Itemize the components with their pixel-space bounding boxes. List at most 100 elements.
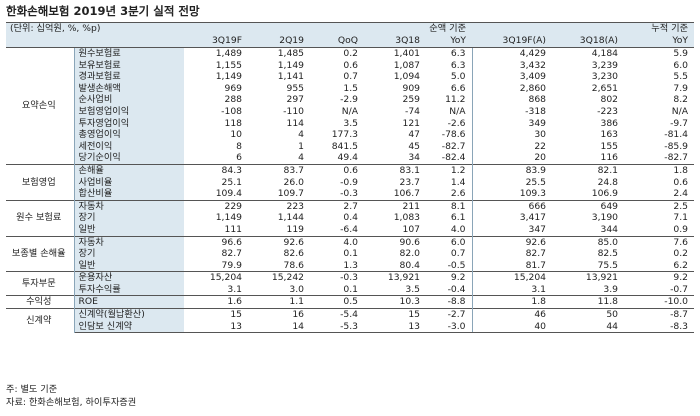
row-label: 장기 <box>74 212 185 224</box>
cell-value: 2.4 <box>673 188 689 200</box>
cell-value: 1.8 <box>471 295 553 309</box>
row-label: 총영업이익 <box>74 129 185 141</box>
section-label: 투자부문 <box>6 271 75 296</box>
cell-value: N/A <box>671 105 689 117</box>
cell-value: 155 <box>600 140 619 152</box>
cell-value: 955 <box>286 82 305 94</box>
cell-value: 3,190 <box>591 212 619 224</box>
cell-value: 13,921 <box>364 271 427 284</box>
cell-value: N/A <box>449 105 466 117</box>
cell-value: 10 <box>230 129 243 141</box>
cell-value: 0.6 <box>673 176 689 188</box>
cell-value: 0.1 <box>343 283 359 295</box>
cell-value: 83.7 <box>248 163 311 177</box>
cell-value: 3.5 <box>343 117 359 129</box>
cell-value: 3,230 <box>591 71 619 83</box>
row-label: 경과보험료 <box>74 71 185 83</box>
cell-value: 82.6 <box>283 248 305 260</box>
cell-value: 1.6 <box>184 295 249 309</box>
cell-value: 1.2 <box>426 163 473 177</box>
cell-value: 4.0 <box>310 235 365 249</box>
cell-value: 13 <box>184 320 249 334</box>
footnote: 주: 별도 기준 <box>6 384 58 395</box>
cell-value: 3.1 <box>227 283 243 295</box>
cell-value: 0.2 <box>673 248 689 260</box>
cell-value: 868 <box>471 94 553 106</box>
cell-value: 3,409 <box>471 71 553 83</box>
cell-value: 109.3 <box>471 188 553 201</box>
cell-value: -318 <box>471 105 553 118</box>
cell-value: 20 <box>471 152 553 165</box>
row-label: 인담보 신계약 <box>74 320 185 334</box>
cell-value: -9.7 <box>670 117 689 129</box>
cell-value: -108 <box>221 105 243 117</box>
row-label: 투자수익률 <box>74 283 185 296</box>
cell-value: 211 <box>364 199 427 213</box>
cell-value: -10.0 <box>624 295 695 309</box>
row-label: 신계약(월납환산) <box>74 308 185 321</box>
table-row: 사업비율 25.1 26.0 -0.9 23.7 1.4 25.5 24.8 0.6 <box>6 176 694 189</box>
cell-value: 3.0 <box>289 283 305 295</box>
cell-value: 6.1 <box>450 212 466 224</box>
section-label: 보종별 손해율 <box>6 235 75 272</box>
cell-value: 386 <box>600 117 619 129</box>
cell-value: 841.5 <box>331 140 359 152</box>
header-column-row: 3Q19F 2Q19 QoQ 3Q18 YoY 3Q19F(A) 3Q18(A)… <box>6 35 695 48</box>
cell-value: 25.5 <box>471 176 553 189</box>
row-label: 장기 <box>74 248 185 260</box>
row-label: 발생손해액 <box>74 82 185 95</box>
cell-value: 45 <box>408 140 421 152</box>
row-label: 당기순이익 <box>74 152 185 165</box>
cell-value: N/A <box>341 105 359 117</box>
cell-value: 9.2 <box>624 271 695 284</box>
cell-value: 107 <box>402 223 421 235</box>
cell-value: -0.3 <box>310 271 365 284</box>
cell-value: -5.3 <box>310 320 365 334</box>
cell-value: 90.6 <box>364 235 427 249</box>
cell-value: -81.4 <box>664 129 689 141</box>
cell-value: 50 <box>552 308 625 321</box>
cell-value: -82.7 <box>441 140 466 152</box>
cell-value: 30 <box>471 129 553 141</box>
table-row: 수익성 ROE 1.6 1.1 0.5 10.3 -8.8 1.8 11.8 -10.0 <box>6 295 695 309</box>
cell-value: 0.6 <box>310 163 365 177</box>
column-header: 3Q18 <box>364 35 427 48</box>
row-label: 순사업비 <box>74 94 185 106</box>
table-body: 요약손익 원수보험료 1,489 1,485 0.2 1,401 6.3 4,429 4,184… <box>6 46 695 334</box>
cell-value: -0.3 <box>340 188 359 200</box>
table-row: 경과보험료 1,149 1,141 0.7 1,094 5.0 3,409 3,230 5.5 <box>6 71 694 83</box>
cell-value: 106.9 <box>591 188 619 200</box>
cell-value: 6 <box>236 152 243 164</box>
cell-value: 6.0 <box>426 235 473 249</box>
cell-value: 0.9 <box>673 223 689 235</box>
cell-value: -8.3 <box>624 320 695 334</box>
cell-value: 16 <box>248 308 311 321</box>
cell-value: 4,184 <box>552 46 625 60</box>
cell-value: 1,087 <box>393 59 421 71</box>
cell-value: 229 <box>184 199 249 213</box>
table-row: 투자영업이익 118 114 3.5 121 -2.6 349 386 -9.7 <box>6 117 694 130</box>
cell-value: 13,921 <box>552 271 625 284</box>
column-header: YoY <box>426 35 473 48</box>
cell-value: 11.8 <box>552 295 625 309</box>
table-row: 요약손익 원수보험료 1,489 1,485 0.2 1,401 6.3 4,429 4,184… <box>6 46 695 165</box>
cell-value: 1,144 <box>277 212 305 224</box>
cell-value: 288 <box>224 94 243 106</box>
cell-value: 3,432 <box>471 59 553 72</box>
cell-value: 3.9 <box>603 283 619 295</box>
cell-value: 106.7 <box>393 188 421 200</box>
row-label: 손해율 <box>74 163 185 177</box>
table-row: 원수 보험료 자동차 229 223 2.7 211 8.1 666 649 2.5 <box>6 199 695 236</box>
table-row: 투자부문 운용자산 15,204 15,242 -0.3 13,921 9.2 15,204 1… <box>6 271 695 296</box>
cell-value: -2.6 <box>447 117 466 129</box>
row-label: 사업비율 <box>74 176 185 189</box>
table-row: 세전이익 8 1 841.5 45 -82.7 22 155 -85.9 <box>6 140 694 153</box>
cell-value: 0.4 <box>343 212 359 224</box>
cell-value: -82.7 <box>664 152 689 164</box>
cell-value: -0.4 <box>447 283 466 295</box>
cell-value: 6.0 <box>673 59 689 71</box>
cell-value: 1.3 <box>343 259 359 271</box>
cell-value: 1.1 <box>248 295 311 309</box>
column-header: QoQ <box>310 35 365 48</box>
cell-value: 15,242 <box>248 271 311 284</box>
